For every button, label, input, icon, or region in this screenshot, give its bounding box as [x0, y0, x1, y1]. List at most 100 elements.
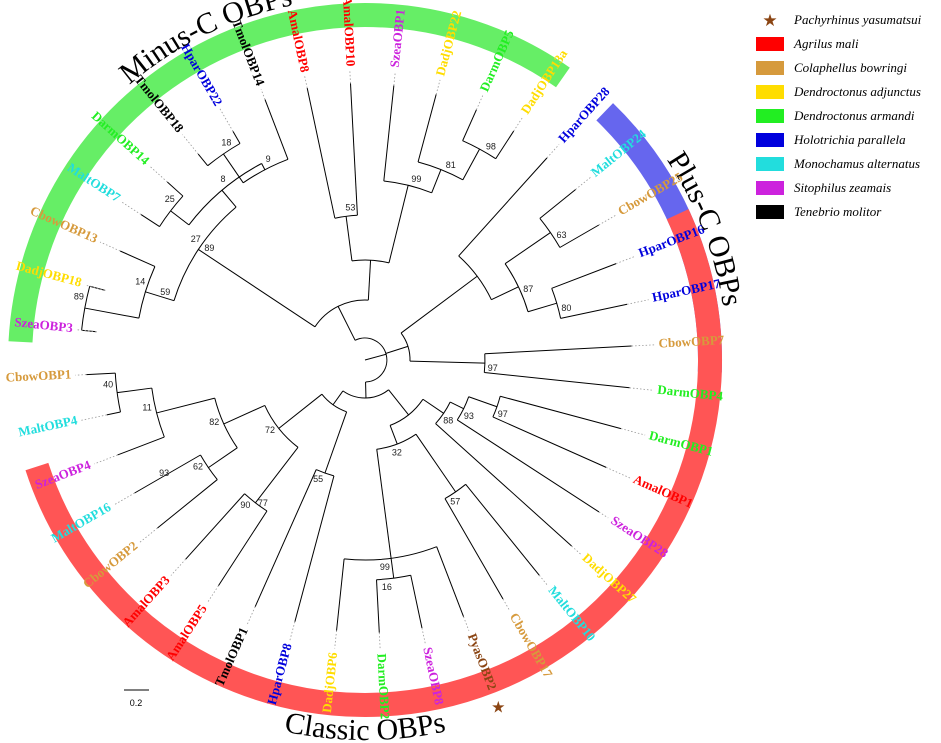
bootstrap-value: 14: [135, 277, 145, 287]
tree-branch: [409, 360, 485, 364]
tree-branch: [232, 131, 241, 144]
tree-branch: [388, 185, 409, 264]
tree-arc: [483, 353, 486, 373]
leaf-guide-line: [502, 598, 511, 612]
leaf-guide-line: [393, 71, 396, 86]
leaf-guide-line: [571, 545, 581, 555]
legend-label: Dendroctonus adjunctus: [793, 84, 921, 99]
tree-branch: [539, 189, 576, 219]
bootstrap-value: 63: [557, 230, 567, 240]
tree-branch: [157, 479, 218, 529]
tree-branch: [198, 249, 316, 328]
leaf-guide-line: [139, 527, 158, 543]
tree-arc: [389, 399, 424, 426]
tree-branch: [388, 389, 409, 416]
bootstrap-value: 93: [159, 468, 169, 478]
tree-branch: [324, 411, 348, 474]
legend-label: Monochamus alternatus: [793, 156, 920, 171]
tree-branch: [410, 575, 423, 629]
tree-branch: [294, 475, 335, 622]
tree-branch: [197, 153, 209, 167]
bootstrap-value: 87: [523, 284, 533, 294]
legend-swatch: [756, 157, 784, 171]
bootstrap-value: 90: [240, 500, 250, 510]
bootstrap-value: 55: [313, 474, 323, 484]
tree-branch: [462, 148, 480, 181]
tree-branch: [468, 396, 498, 408]
classic-band: [25, 209, 722, 717]
bootstrap-value: 32: [392, 448, 402, 458]
scale-bar: 0.2: [124, 689, 149, 708]
tree-branch: [527, 302, 557, 313]
tree-branch: [332, 390, 344, 406]
tree-branch: [208, 447, 238, 469]
legend-swatch: [756, 61, 784, 75]
bootstrap-value: 57: [450, 497, 460, 507]
bootstrap-value: 80: [561, 303, 571, 313]
leaf-guide-line: [75, 374, 87, 376]
leaf-guide-line: [421, 627, 426, 644]
tree-branch: [106, 411, 121, 416]
tree-branch: [422, 398, 444, 414]
tree-branch: [385, 345, 409, 354]
legend-label: Holotrichia parallela: [793, 132, 906, 147]
tree-branch: [500, 395, 622, 430]
leaf-label: CbowOBP1: [5, 366, 71, 384]
bootstrap-value: 18: [221, 137, 231, 147]
tree-arc: [504, 263, 529, 312]
leaf-guide-line: [598, 511, 609, 519]
tree-branch: [383, 85, 395, 182]
tree-arc: [214, 398, 238, 449]
legend-label: Pachyrhinus yasumatsui: [793, 12, 922, 27]
tree-arc: [314, 299, 369, 328]
tree-branch: [492, 416, 607, 468]
bootstrap-value: 77: [258, 498, 268, 508]
leaf-guide-line: [546, 144, 560, 159]
leaf-guide-line: [99, 241, 121, 252]
tree-arc: [138, 266, 156, 319]
tree-branch: [376, 579, 380, 633]
bootstrap-value: 88: [443, 416, 453, 426]
leaf-guide-line: [246, 606, 256, 626]
tree-arc: [458, 255, 492, 300]
tree-branch: [261, 163, 266, 170]
tree-arc: [242, 158, 289, 184]
bootstrap-value: 27: [191, 234, 201, 244]
tree-arc: [551, 288, 562, 319]
legend-swatch: [756, 109, 784, 123]
leaf-guide-line: [539, 575, 548, 586]
tree-branch: [221, 189, 237, 208]
minus-c-band: [8, 3, 570, 343]
legend-swatch: [756, 133, 784, 147]
tree-branch: [145, 291, 175, 302]
bootstrap-value: 53: [345, 203, 355, 213]
tree-branch: [117, 387, 152, 394]
leaf-label: CbowOBP7: [658, 332, 725, 350]
leaf-guide-line: [219, 108, 234, 132]
bootstrap-value: 99: [411, 174, 421, 184]
tree-arc: [342, 389, 389, 399]
tree-branch: [465, 484, 540, 576]
tree-branch: [559, 224, 600, 248]
tree-branch: [551, 263, 617, 289]
tree-arc: [207, 143, 241, 167]
tree-branch: [435, 423, 572, 547]
leaf-guide-line: [463, 616, 470, 631]
bootstrap-value: 11: [142, 402, 151, 412]
tree-arc: [492, 396, 501, 418]
tree-branch: [484, 345, 632, 355]
tree-arc: [334, 214, 358, 219]
tree-arc: [173, 206, 237, 301]
leaf-guide-line: [606, 467, 631, 479]
bootstrap-value: 59: [160, 287, 170, 297]
bootstrap-value: 72: [265, 425, 275, 435]
tree-branch: [278, 393, 323, 429]
legend-swatch: [756, 205, 784, 219]
legend-label: Tenebrio molitor: [794, 204, 882, 219]
leaf-guide-line: [182, 134, 199, 155]
bootstrap-value: 40: [103, 380, 113, 390]
leaf-label: AmalOBP10: [340, 0, 359, 67]
legend-swatch: [756, 85, 784, 99]
leaf-guide-line: [304, 76, 308, 89]
bootstrap-value: 62: [193, 461, 203, 471]
